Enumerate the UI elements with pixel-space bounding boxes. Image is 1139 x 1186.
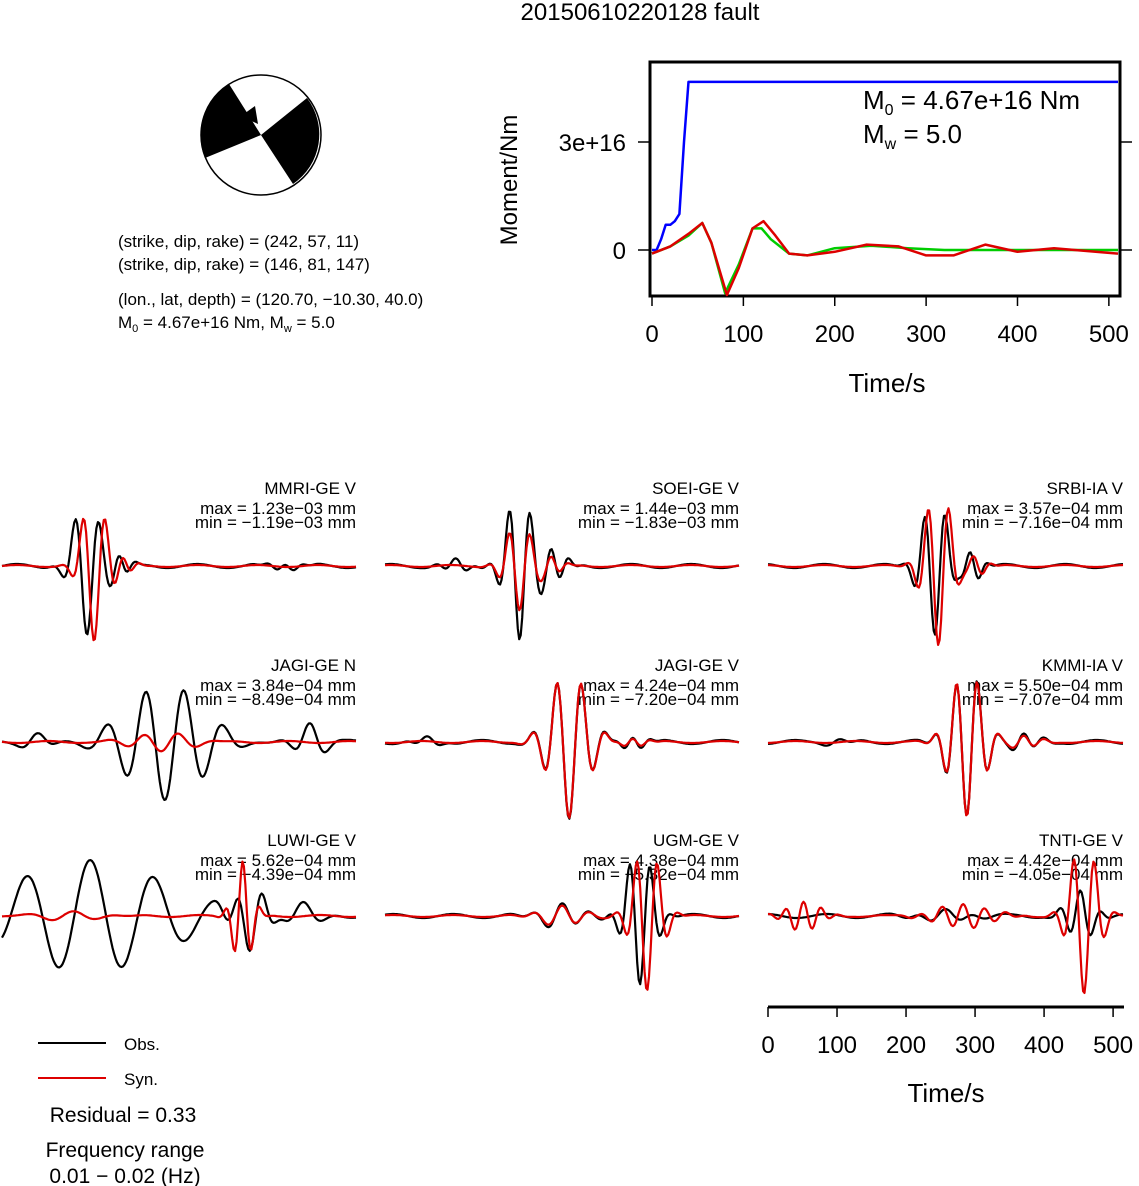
moment-annot-mw: Mw = 5.0 <box>863 119 962 153</box>
moment-series <box>651 80 1119 297</box>
frequency-value: 0.01 − 0.02 (Hz) <box>49 1165 200 1186</box>
moment-xtick-label: 500 <box>1089 321 1129 348</box>
plane-1: (strike, dip, rake) = (242, 57, 11) <box>118 232 359 251</box>
moment-ytick-0: 0 <box>613 238 626 265</box>
moment-xtick-label: 300 <box>906 321 946 348</box>
moment-rate-plot: Moment/Nm 0 3e+16 Time/s M0 = 4.67e+16 N… <box>496 60 1132 398</box>
plane-2: (strike, dip, rake) = (146, 81, 147) <box>118 255 370 274</box>
location: (lon., lat, depth) = (120.70, −10.30, 40… <box>118 290 423 309</box>
trace-synthetic-line <box>767 507 1124 647</box>
moment-xlabel: Time/s <box>848 368 925 398</box>
waveform-xlabel: Time/s <box>907 1078 984 1108</box>
waveform-xtick-label: 400 <box>1024 1032 1064 1059</box>
frequency-label: Frequency range <box>46 1139 205 1162</box>
trace-max: max = 3.84e−04 mm <box>200 676 356 695</box>
trace-station: LUWI-GE V <box>267 831 356 850</box>
legend: Obs. Syn. <box>38 1035 160 1089</box>
moment-xtick-label: 200 <box>815 321 855 348</box>
trace-max: max = 3.57e−04 mm <box>967 499 1123 518</box>
trace-synthetic-line <box>384 860 740 991</box>
moment-series-line-2 <box>651 219 1119 297</box>
trace-synthetic-line <box>767 858 1124 995</box>
trace-min: min = −4.05e−04 mm <box>962 865 1123 884</box>
trace-station: JAGI-GE V <box>655 656 740 675</box>
trace-max: max = 5.50e−04 mm <box>967 676 1123 695</box>
legend-syn-label: Syn. <box>124 1070 158 1089</box>
moment-xtick-label: 0 <box>645 321 658 348</box>
beachball <box>200 74 322 196</box>
trace-min: min = −7.16e−04 mm <box>962 513 1123 532</box>
trace-max: max = 1.44e−03 mm <box>583 499 739 518</box>
moment-plot-frame <box>648 60 1122 298</box>
residual: Residual = 0.33 <box>50 1104 197 1127</box>
trace-synthetic-line <box>1 517 357 642</box>
moment-ytick-3e16: 3e+16 <box>559 130 626 157</box>
trace-station: JAGI-GE N <box>271 656 356 675</box>
moment-ylabel: Moment/Nm <box>496 115 523 246</box>
trace-station: TNTI-GE V <box>1039 831 1124 850</box>
moment-xtick-label: 400 <box>997 321 1037 348</box>
moment-xticks: 0 100 200 300 400 500 <box>645 296 1129 348</box>
trace-synthetic-line <box>1 732 357 753</box>
trace-max: max = 5.62e−04 mm <box>200 851 356 870</box>
trace-station: KMMI-IA V <box>1042 656 1124 675</box>
trace-max: max = 4.24e−04 mm <box>583 676 739 695</box>
trace-min: min = −8.49e−04 mm <box>195 690 356 709</box>
figure-title: 20150610220128 fault <box>521 0 760 26</box>
trace-observed-line <box>1 518 357 636</box>
waveform-xtick-label: 300 <box>955 1032 995 1059</box>
trace-station: SOEI-GE V <box>652 479 740 498</box>
waveform-time-axis: Time/s 0 100 200 300 400 500 <box>761 1005 1133 1108</box>
waveform-xtick-label: 500 <box>1093 1032 1133 1059</box>
trace-observed-line <box>1 858 357 969</box>
waveform-xtick-label: 0 <box>761 1032 774 1059</box>
trace-station: SRBI-IA V <box>1046 479 1123 498</box>
trace-max: max = 4.38e−04 mm <box>583 851 739 870</box>
moment-annot-m0: M0 = 4.67e+16 Nm <box>863 85 1080 119</box>
trace-max: max = 1.23e−03 mm <box>200 499 356 518</box>
waveform-xtick-label: 100 <box>817 1032 857 1059</box>
moment-xtick-label: 100 <box>723 321 763 348</box>
mechanism-info: (strike, dip, rake) = (242, 57, 11) (str… <box>118 232 423 335</box>
moment-series-line-0 <box>652 80 1118 252</box>
trace-synthetic-line <box>384 532 740 612</box>
legend-obs-label: Obs. <box>124 1035 160 1054</box>
trace-min: min = −4.39e−04 mm <box>195 865 356 884</box>
trace-synthetic-line <box>385 681 740 819</box>
moment-series-line-1 <box>651 221 1118 295</box>
trace-min: min = −7.07e−04 mm <box>962 690 1123 709</box>
trace-synthetic-line <box>1 860 357 953</box>
trace-station: MMRI-GE V <box>264 479 356 498</box>
trace-min: min = −1.19e−03 mm <box>195 513 356 532</box>
trace-synthetic-line <box>767 681 1124 817</box>
trace-station: UGM-GE V <box>653 831 740 850</box>
trace-min: min = −1.83e−03 mm <box>578 513 739 532</box>
waveform-xtick-label: 200 <box>886 1032 926 1059</box>
trace-max: max = 4.42e−04 mm <box>967 851 1123 870</box>
trace-min: min = −7.20e−04 mm <box>578 690 739 709</box>
moment-line: M0 = 4.67e+16 Nm, Mw = 5.0 <box>118 313 335 335</box>
